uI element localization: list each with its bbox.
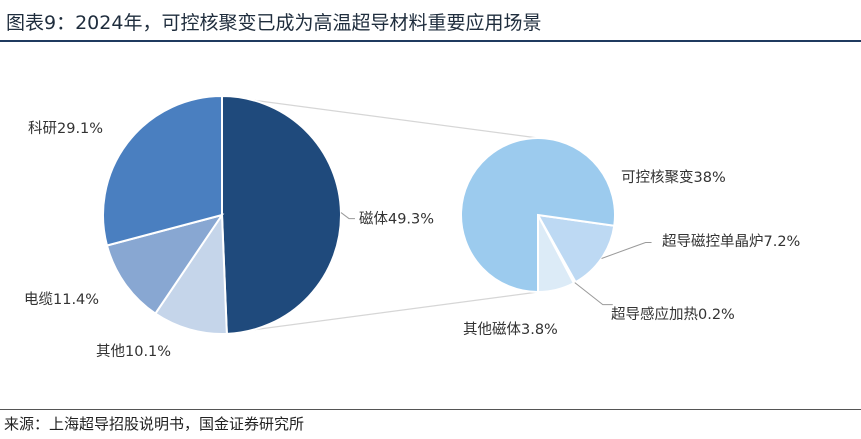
leader-line [340,212,355,220]
source-note: 来源：上海超导招股说明书，国金证券研究所 [4,415,305,433]
data-label: 其他10.1% [96,343,171,360]
leader-line [574,282,613,306]
connector-lines [221,95,539,335]
connector-line-top [221,95,539,139]
pie-slice [102,94,223,247]
pie-slice [460,137,616,294]
data-label: 超导磁控单晶炉7.2% [662,233,800,250]
main-pie [102,94,342,335]
data-label: 磁体49.3% [359,211,434,228]
connector-line-bottom [221,291,539,335]
data-label: 科研29.1% [28,120,103,137]
title-divider [0,40,861,42]
pie-slice [221,94,342,335]
leader-line [601,241,652,259]
pie-slice [105,213,225,315]
data-labels: 磁体49.3% 其他10.1% 电缆11.4% 科研29.1% 可控核聚变38% 其他磁体… [24,120,800,360]
pie-slice [153,211,228,335]
data-label: 超导感应加热0.2% [611,305,735,323]
data-label: 可控核聚变38% [621,169,726,186]
data-label: 其他磁体3.8% [463,321,558,338]
footer-divider [0,409,861,410]
chart-title: 图表9：2024年，可控核聚变已成为高温超导材料重要应用场景 [6,12,542,34]
data-label: 电缆11.4% [24,291,99,308]
secondary-pie [460,137,616,294]
